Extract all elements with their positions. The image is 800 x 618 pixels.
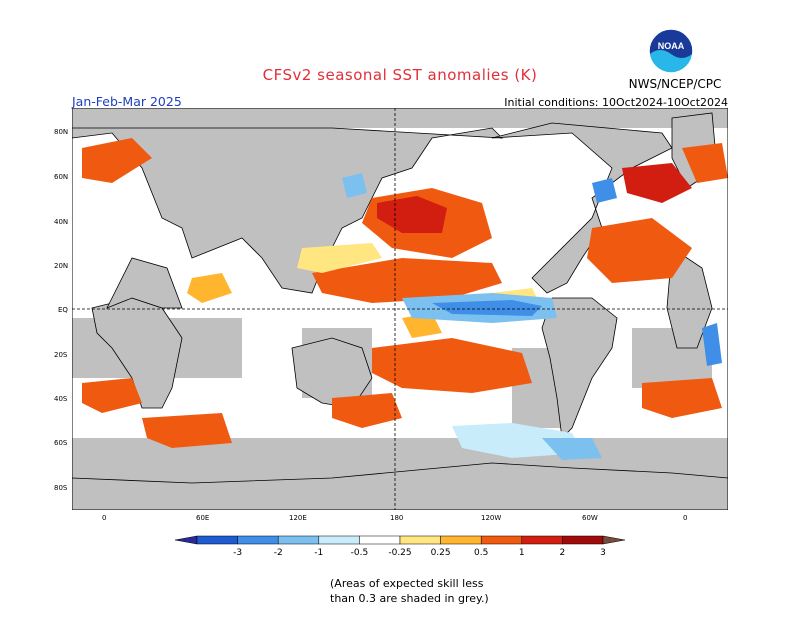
colorbar-label: 0.5 xyxy=(474,548,488,558)
colorbar-box xyxy=(196,535,238,545)
south-atlantic-warm-east xyxy=(642,378,722,418)
equatorial-pacific-cooler xyxy=(432,300,542,316)
colorbar-label: 0.25 xyxy=(431,548,451,558)
warm-anomalies xyxy=(82,138,728,448)
antarctica xyxy=(72,462,728,510)
lat-label: 40S xyxy=(54,395,68,403)
colorbar-box xyxy=(521,535,563,545)
colorbar: -3 -2 -1 -0.5 -0.25 0.25 0.5 1 2 3 xyxy=(175,535,625,558)
arctic-warm-west xyxy=(82,138,152,183)
lon-label: 120W xyxy=(481,514,502,522)
lat-label: 40N xyxy=(54,218,69,226)
cool-anomalies xyxy=(342,173,722,460)
skill-note-line: than 0.3 are shaded in grey.) xyxy=(330,592,489,605)
colorbar-label: 2 xyxy=(560,548,566,558)
colorbar-label: -1 xyxy=(314,548,323,558)
agency-label: NWS/NCEP/CPC xyxy=(628,77,722,91)
southern-indian-warm xyxy=(142,413,232,448)
colorbar-box xyxy=(480,535,523,545)
lon-label: 60W xyxy=(582,514,598,522)
colorbar-label: -0.25 xyxy=(388,548,411,558)
sst-anomaly-map xyxy=(72,108,728,510)
forecast-period: Jan-Feb-Mar 2025 xyxy=(72,94,182,109)
lon-label: 180 xyxy=(390,514,404,522)
lat-label: 60S xyxy=(54,439,68,447)
colorbar-box xyxy=(359,535,401,545)
subpolar-atlantic-hot xyxy=(622,163,692,203)
southern-ocean-cool xyxy=(452,423,582,458)
tropical-pacific-warm xyxy=(312,258,502,303)
lon-label: 60E xyxy=(196,514,210,522)
north-pacific-hot xyxy=(377,196,447,233)
noaa-logo-icon: NOAA xyxy=(648,28,694,74)
lat-label: 20S xyxy=(54,351,68,359)
colorbar-label: -0.5 xyxy=(351,548,369,558)
colorbar-arrow-right xyxy=(602,535,625,545)
initial-conditions: Initial conditions: 10Oct2024-10Oct2024 xyxy=(504,96,728,109)
west-africa xyxy=(666,247,713,349)
colorbar-box xyxy=(318,535,360,545)
chart-title: CFSv2 seasonal SST anomalies (K) xyxy=(262,66,538,84)
north-atlantic-warm xyxy=(587,218,692,283)
colorbar-box xyxy=(562,535,604,545)
svg-text:NOAA: NOAA xyxy=(658,41,685,51)
colorbar-arrow-left xyxy=(175,535,198,545)
tasman-warm xyxy=(332,393,402,428)
colorbar-label: 3 xyxy=(600,548,606,558)
colorbar-box xyxy=(440,535,482,545)
south-pacific-warm xyxy=(372,338,532,393)
lon-label: 120E xyxy=(289,514,307,522)
colorbar-box xyxy=(399,535,441,545)
lon-label: 0 xyxy=(102,514,107,522)
arctic-warm-east xyxy=(682,143,728,183)
skill-note: (Areas of expected skill less than 0.3 a… xyxy=(330,576,540,606)
lat-label: 20N xyxy=(54,262,69,270)
north-africa xyxy=(106,257,183,309)
lat-label: EQ xyxy=(58,306,68,314)
lat-label: 80S xyxy=(54,484,68,492)
australia xyxy=(291,337,373,409)
lat-label: 60N xyxy=(54,173,69,181)
lon-label: 0 xyxy=(683,514,688,522)
skill-note-line: (Areas of expected skill less xyxy=(330,577,484,590)
colorbar-label: 1 xyxy=(519,548,525,558)
south-america xyxy=(541,297,618,439)
south-atlantic-warm-west xyxy=(82,378,142,413)
colorbar-label: -2 xyxy=(274,548,283,558)
lat-label: 80N xyxy=(54,128,69,136)
colorbar-label: -3 xyxy=(233,548,242,558)
colorbar-box xyxy=(277,535,320,545)
colorbar-box xyxy=(237,535,279,545)
eurasia xyxy=(72,127,504,294)
